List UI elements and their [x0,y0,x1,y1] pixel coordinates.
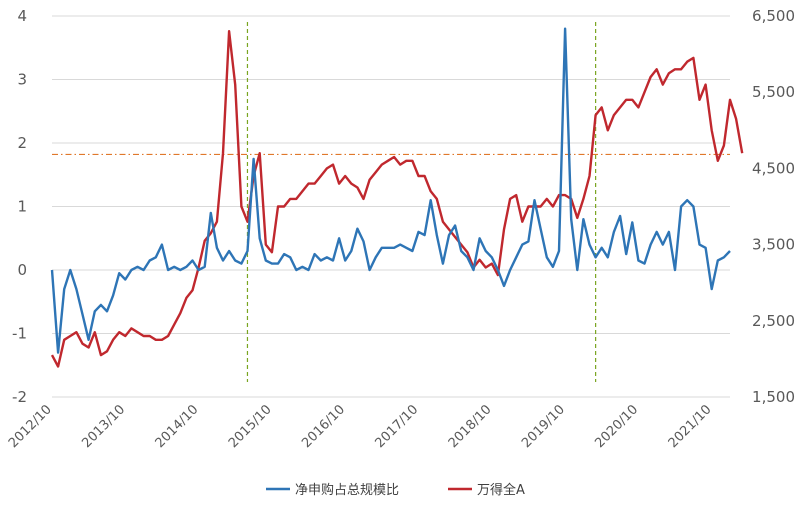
x-tick-label: 2016/10 [299,402,348,451]
left-tick-label: 4 [17,7,27,25]
series-lines [50,27,744,368]
x-tick-label: 2012/10 [6,402,55,451]
x-tick-label: 2021/10 [666,402,715,451]
x-tick-label: 2018/10 [446,402,495,451]
right-axis-ticks: 6,500 5,500 4,500 3,500 2,500 1,500 [752,7,795,406]
right-tick-label: 3,500 [752,236,795,254]
left-axis-ticks: 4 3 2 1 0 -1 -2 [12,7,27,406]
left-tick-label: 1 [17,198,27,216]
x-tick-label: 2014/10 [153,402,202,451]
right-tick-label: 1,500 [752,388,795,406]
legend-label: 净申购占总规模比 [295,482,399,498]
left-tick-label: 2 [17,134,27,152]
x-tick-label: 2019/10 [519,402,568,451]
right-tick-label: 2,500 [752,312,795,330]
left-tick-label: 3 [17,71,27,89]
right-tick-label: 4,500 [752,159,795,177]
series-line [50,27,731,354]
legend: 净申购占总规模比 万得全A [266,482,525,498]
series-line [50,30,744,368]
left-tick-label: -2 [12,388,27,406]
x-tick-label: 2013/10 [79,402,128,451]
left-tick-label: 0 [17,261,27,279]
x-tick-label: 2017/10 [373,402,422,451]
x-tick-label: 2015/10 [226,402,275,451]
reference-lines [52,22,730,382]
gridlines [52,15,730,398]
x-axis-ticks: 2012/10 2013/10 2014/10 2015/10 2016/10 2017/… [6,402,714,451]
right-tick-label: 6,500 [752,7,795,25]
right-tick-label: 5,500 [752,83,795,101]
left-tick-label: -1 [12,325,27,343]
x-tick-label: 2020/10 [592,402,641,451]
legend-label: 万得全A [477,482,525,498]
